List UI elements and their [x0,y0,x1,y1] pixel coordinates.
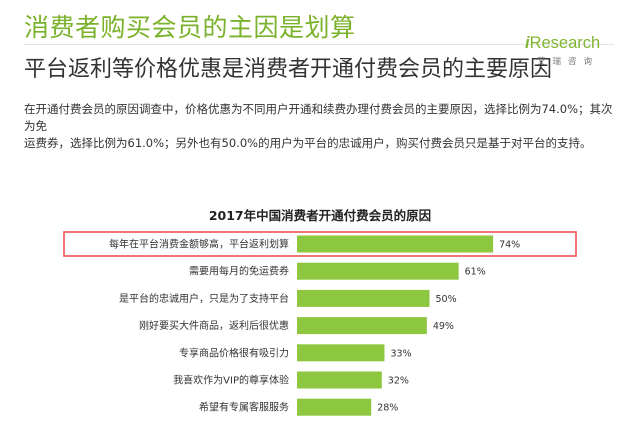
category-label-6: 我喜欢作为VIP的尊享体验 [173,374,289,387]
bar-6 [297,371,382,389]
bar-4 [297,317,427,335]
page-subtitle: 平台返利等价格优惠是消费者开通付费会员的主要原因 [24,57,553,82]
value-label-5: 33% [390,348,411,359]
bar-3 [297,289,430,307]
value-label-2: 61% [465,267,486,278]
summary-line-2: 运费券，选择比例为61.0%；另外也有50.0%的用户为平台的忠诚用户，购买付费… [24,136,592,150]
category-label-1: 每年在平台消费金额够高，平台返利划算 [109,238,289,251]
category-label-4: 刚好要买大件商品，返利后很优惠 [139,319,289,332]
logo-subtitle: 艾瑞咨询 [537,57,600,67]
value-label-1: 74% [499,240,520,251]
value-label-7: 28% [377,403,398,414]
value-label-6: 32% [388,376,409,387]
summary-line-1: 在开通付费会员的原因调查中，价格优惠为不同用户开通和续费办理付费会员的主要原因，… [24,102,613,133]
iresearch-logo: iResearch 艾瑞咨询 [525,32,607,68]
category-label-5: 专享商品价格很有吸引力 [179,346,289,359]
summary-text: 在开通付费会员的原因调查中，价格优惠为不同用户开通和续费办理付费会员的主要原因，… [24,101,624,152]
category-label-2: 需要用每月的免运费券 [189,265,289,278]
category-label-7: 希望有专属客服服务 [199,401,289,414]
chart-title: 2017年中国消费者开通付费会员的原因 [208,208,432,223]
title-divider [24,44,614,45]
bar-5 [297,344,385,362]
bar-1 [297,235,494,253]
bar-2 [297,262,459,280]
logo-wordmark: iResearch [525,34,601,52]
value-label-3: 50% [436,294,457,305]
page-title: 消费者购买会员的主因是划算 [24,13,356,42]
category-label-3: 是平台的忠诚用户，只是为了支持平台 [119,292,289,305]
bar-7 [297,398,372,416]
value-label-4: 49% [433,321,454,332]
highlight-box [63,231,577,257]
